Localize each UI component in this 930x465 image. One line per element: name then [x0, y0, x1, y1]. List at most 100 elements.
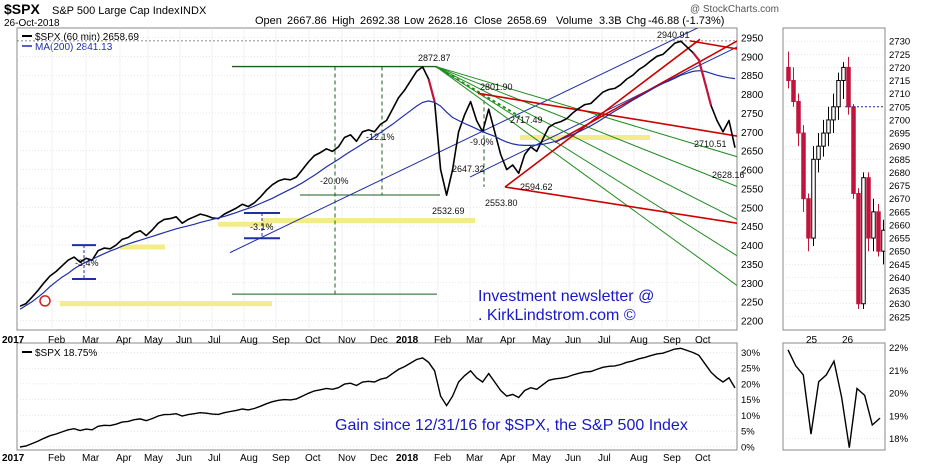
- x-tick-label: Sep: [663, 335, 681, 346]
- lower-x-tick-label: Jun: [565, 453, 581, 464]
- lower-side-y-tick-label: 21%: [889, 366, 909, 377]
- candle-body: [786, 66, 791, 82]
- candle-body: [821, 132, 826, 147]
- side-y-tick-label: 2650: [889, 247, 910, 258]
- newsletter-line1: Investment newsletter @: [478, 288, 654, 305]
- lower-y-tick-label: 15%: [741, 395, 761, 406]
- price-annotation: 2594.62: [520, 182, 553, 192]
- ma-200-line: [19, 70, 736, 310]
- close-label: Close: [474, 15, 502, 27]
- price-annotation: 2710.51: [694, 139, 727, 149]
- volume-value: 3.3B: [599, 15, 622, 27]
- red-rising-trend-2: [554, 40, 737, 144]
- candle-body: [826, 119, 831, 134]
- side-y-tick-label: 2640: [889, 273, 910, 284]
- candle-body: [871, 211, 876, 239]
- candle-body: [876, 211, 881, 252]
- high-value: 2692.38: [360, 15, 400, 27]
- price-annotation: 2647.32: [452, 164, 485, 174]
- candle-body: [861, 177, 866, 305]
- lower-x-tick-label: 2018: [396, 453, 419, 464]
- red-channel-lower: [504, 186, 737, 225]
- side-y-tick-label: 2625: [889, 312, 910, 323]
- side-y-tick-label: 2645: [889, 260, 910, 271]
- x-tick-label: Jun: [565, 335, 581, 346]
- x-tick-label: Feb: [48, 335, 66, 346]
- side-y-tick-label: 2715: [889, 76, 910, 87]
- volume-label: Volume: [556, 15, 593, 27]
- y-tick-label: 2850: [741, 71, 764, 82]
- lower-y-tick-label: 20%: [741, 379, 761, 390]
- blue-channel-lower: [469, 46, 737, 178]
- side-y-tick-label: 2730: [889, 37, 910, 48]
- lower-panel-frame: [16, 342, 738, 451]
- lower-x-tick-label: May: [532, 453, 551, 464]
- red-channel-upper: [477, 92, 737, 137]
- candle-body: [806, 198, 811, 239]
- low-label: Low: [404, 15, 424, 27]
- y-tick-label: 2400: [741, 241, 764, 252]
- x-tick-label: 2018: [396, 335, 419, 346]
- lower-x-tick-label: Nov: [338, 453, 356, 464]
- side-y-tick-label: 2685: [889, 155, 910, 166]
- high-label: High: [332, 15, 355, 27]
- price-annotation: 2532.69: [432, 206, 465, 216]
- candle-body: [831, 106, 836, 121]
- lower-x-tick-label: Aug: [630, 453, 648, 464]
- lower-x-tick-label: Sep: [663, 453, 681, 464]
- side-axes: 2625263026352640264526502655266026652670…: [806, 37, 910, 346]
- y-tick-label: 2450: [741, 222, 764, 233]
- candle-body: [841, 66, 846, 82]
- candle-body: [816, 145, 821, 160]
- close-value: 2658.69: [507, 15, 547, 27]
- y-tick-label: 2800: [741, 90, 764, 101]
- gain-caption: Gain since 12/31/16 for $SPX, the S&P 50…: [335, 417, 688, 434]
- lower-x-tick-label: Mar: [82, 453, 100, 464]
- candle-body: [851, 106, 856, 194]
- candle-body: [866, 177, 871, 239]
- x-tick-label: Sep: [272, 335, 290, 346]
- price-line: [19, 40, 736, 307]
- x-tick-label: May: [144, 335, 163, 346]
- lower-side-y-tick-label: 18%: [889, 434, 909, 445]
- side-y-tick-label: 2690: [889, 142, 910, 153]
- lower-x-tick-label: Oct: [305, 453, 321, 464]
- lower-x-tick-label: 2017: [2, 453, 25, 464]
- lower-x-tick-label: Dec: [370, 453, 388, 464]
- open-value: 2667.86: [287, 15, 327, 27]
- lower-x-tick-label: May: [144, 453, 163, 464]
- y-tick-label: 2250: [741, 298, 764, 309]
- side-y-tick-label: 2665: [889, 207, 910, 218]
- x-tick-label: Mar: [82, 335, 100, 346]
- side-y-tick-label: 2725: [889, 50, 910, 61]
- price-annotation: -3.1%: [250, 222, 274, 232]
- side-y-tick-label: 2695: [889, 129, 910, 140]
- exchange: INDX: [180, 5, 207, 17]
- y-tick-label: 2950: [741, 33, 764, 44]
- price-annotation: -20.0%: [320, 176, 349, 186]
- y-tick-label: 2650: [741, 147, 764, 158]
- x-tick-label: Jun: [176, 335, 192, 346]
- lower-x-tick-label: Mar: [466, 453, 484, 464]
- side-panel-frame: [782, 27, 886, 331]
- candle-body: [811, 158, 816, 239]
- chg-label: Chg: [626, 15, 646, 27]
- lower-x-tick-label: Oct: [695, 453, 711, 464]
- legend-price: $SPX (60 min) 2658.69: [35, 32, 139, 43]
- lower-side-y-tick-label: 20%: [889, 389, 909, 400]
- side-plot: [783, 40, 885, 318]
- side-y-tick-label: 2655: [889, 234, 910, 245]
- lower-plot: 0% 5% 10% 15% 20% 25% 30% 2017 Feb Mar Apr May Jun Ju…: [2, 347, 761, 464]
- lower-side-panel-frame: [782, 342, 886, 451]
- y-tick-label: 2350: [741, 260, 764, 271]
- y-tick-label: 2750: [741, 109, 764, 120]
- x-tick-label: Aug: [630, 335, 648, 346]
- price-annotation: 2940.91: [657, 30, 690, 40]
- chart-date: 26-Oct-2018: [4, 18, 60, 29]
- open-label: Open: [255, 15, 282, 27]
- green-dotted-decline: [435, 65, 521, 118]
- price-annotation: 2717.49: [510, 115, 543, 125]
- x-tick-label: 2017: [2, 335, 25, 346]
- price-annotation: -12.1%: [366, 132, 395, 142]
